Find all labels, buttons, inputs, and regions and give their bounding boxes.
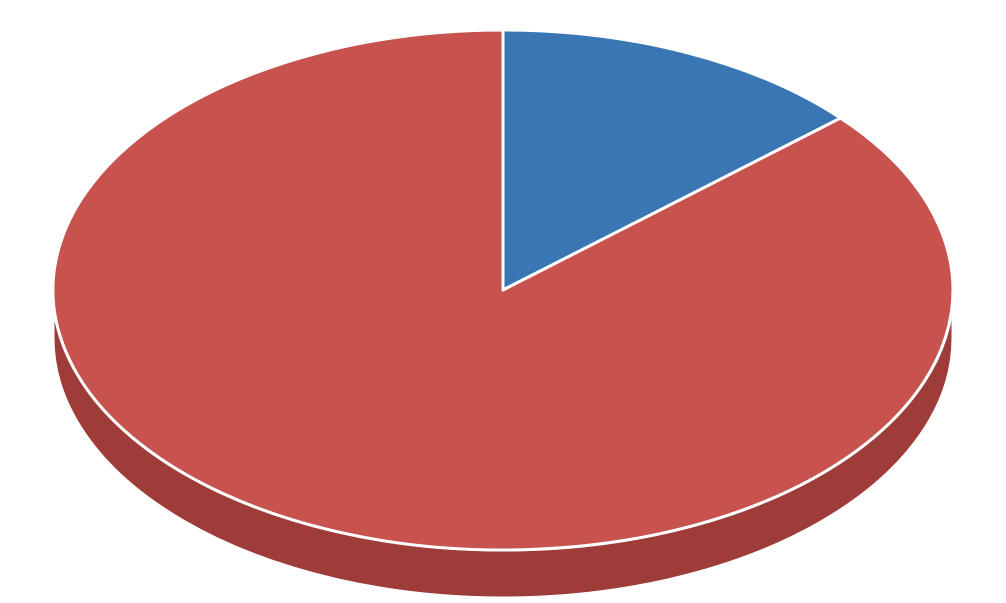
pie-chart-3d	[0, 0, 1006, 603]
pie-tops	[53, 30, 953, 550]
pie-chart-container	[0, 0, 1006, 603]
